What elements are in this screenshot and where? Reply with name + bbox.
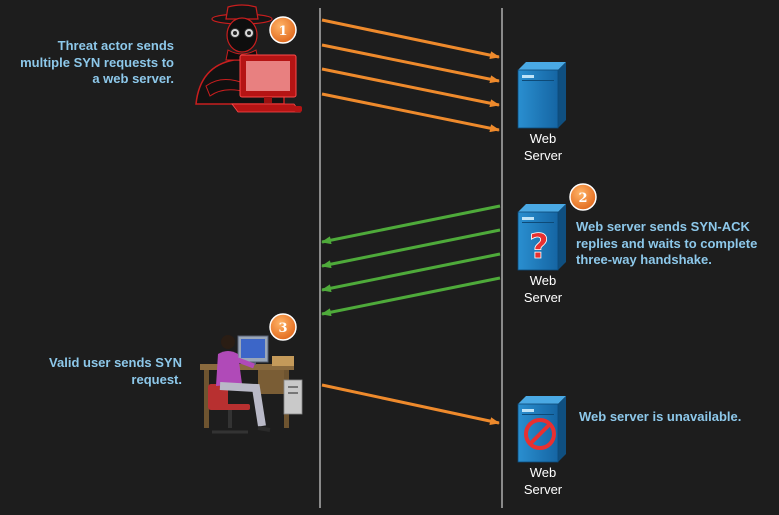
step-3-line: Valid user sends SYN xyxy=(49,355,182,370)
step-2-line: three-way handshake. xyxy=(576,252,712,267)
valid-syn-arrow xyxy=(321,383,500,426)
step-1-badge: 1 xyxy=(269,16,297,44)
syn-ack-arrow xyxy=(321,204,501,245)
syn-arrow xyxy=(321,67,500,108)
step-2-callout: Web server sends SYN-ACK replies and wai… xyxy=(576,219,776,269)
step-3-badge: 3 xyxy=(269,313,297,341)
web-server-label: Web Server xyxy=(523,131,563,163)
step-1-line: a web server. xyxy=(92,71,174,86)
syn-arrow xyxy=(321,92,500,133)
step-1-line: multiple SYN requests to xyxy=(20,54,174,70)
step-1-line: Threat actor sends xyxy=(57,38,174,53)
web-server-icon xyxy=(517,62,566,129)
syn-ack-arrow xyxy=(321,228,501,269)
web-server-label: Web Server xyxy=(523,273,563,305)
syn-ack-arrows xyxy=(321,204,501,317)
syn-ack-arrow xyxy=(321,252,501,293)
question-mark: ? xyxy=(529,227,549,267)
step-2-badge: 2 xyxy=(569,183,597,211)
step-2-line: Web server sends SYN-ACK xyxy=(576,219,750,234)
valid-user-icon xyxy=(200,335,303,434)
syn-arrow xyxy=(321,43,500,84)
prohibited-icon xyxy=(524,418,556,450)
hooded-threat-actor-icon xyxy=(195,4,302,113)
web-server-prohibited-icon xyxy=(517,396,566,463)
syn-ack-arrow xyxy=(321,276,501,317)
web-server-label: Web Server xyxy=(523,465,563,497)
step-2-line: replies and waits to complete xyxy=(576,235,758,251)
syn-arrow xyxy=(321,18,500,60)
unavailable-line: Web server is unavailable. xyxy=(579,409,742,424)
step-3-number: 3 xyxy=(278,321,287,336)
step-2-number: 2 xyxy=(578,191,587,206)
step-3-callout: Valid user sends SYN request. xyxy=(22,355,182,388)
unavailable-callout: Web server is unavailable. xyxy=(579,409,769,426)
step-1-callout: Threat actor sends multiple SYN requests… xyxy=(0,38,174,88)
syn-flood-arrows xyxy=(321,18,500,133)
step-3-line: request. xyxy=(131,371,182,387)
web-server-question-icon: ? xyxy=(517,204,566,271)
step-1-number: 1 xyxy=(278,24,287,39)
